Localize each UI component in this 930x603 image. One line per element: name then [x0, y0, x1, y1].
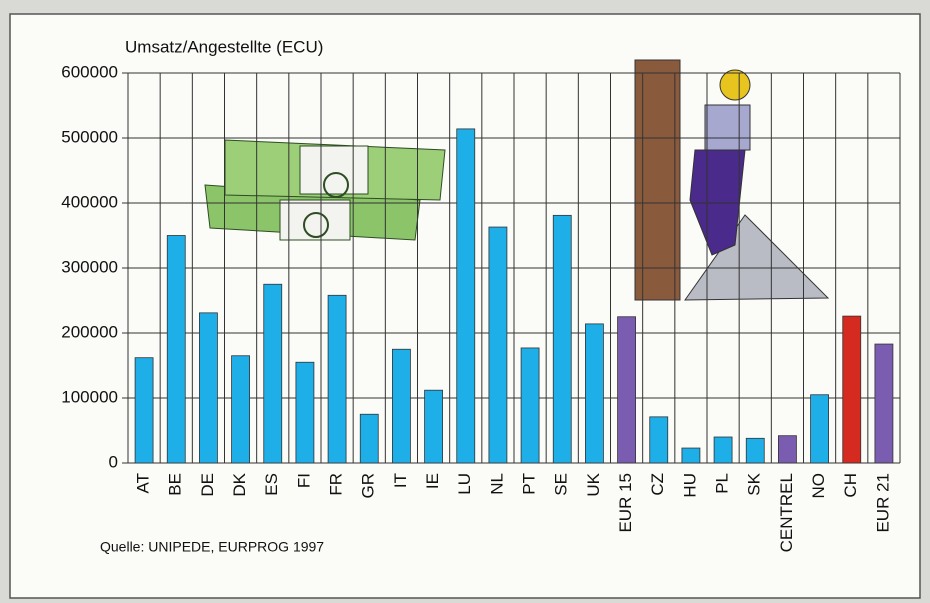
bar	[746, 438, 764, 463]
y-tick-label: 300000	[61, 257, 118, 276]
y-tick-label: 600000	[61, 62, 118, 81]
x-tick-label: NL	[487, 473, 506, 495]
pole	[635, 60, 680, 300]
y-tick-label: 0	[109, 452, 118, 471]
helmet	[720, 70, 750, 100]
bar	[457, 129, 475, 463]
bar	[328, 295, 346, 463]
bar	[682, 448, 700, 463]
y-tick-label: 100000	[61, 387, 118, 406]
bar	[264, 284, 282, 463]
bar	[167, 236, 185, 464]
bar	[232, 356, 250, 463]
source-note: Quelle: UNIPEDE, EURPROG 1997	[100, 539, 324, 555]
money-band	[300, 146, 368, 194]
bar	[811, 395, 829, 463]
worker-illustration	[632, 60, 830, 300]
bar	[296, 362, 314, 463]
x-tick-label: SE	[552, 473, 571, 496]
bar	[875, 344, 893, 463]
bar	[585, 324, 603, 463]
x-tick-label: DK	[230, 472, 249, 496]
bar	[553, 215, 571, 463]
x-tick-label: IE	[423, 473, 442, 489]
bar	[392, 349, 410, 463]
x-tick-label: HU	[680, 473, 699, 498]
bar	[425, 390, 443, 463]
x-tick-label: BE	[166, 473, 185, 496]
bar	[714, 437, 732, 463]
x-tick-label: SK	[745, 472, 764, 495]
y-tick-label: 400000	[61, 192, 118, 211]
x-tick-label: AT	[134, 473, 153, 493]
bar	[199, 313, 217, 463]
y-tick-label: 200000	[61, 322, 118, 341]
x-tick-label: LU	[455, 473, 474, 495]
worker-body	[705, 105, 750, 150]
bar	[618, 317, 636, 463]
x-tick-label: CH	[841, 473, 860, 498]
bar	[650, 417, 668, 463]
x-tick-label: CZ	[648, 473, 667, 496]
x-tick-label: PT	[520, 473, 539, 495]
x-tick-label: NO	[809, 473, 828, 499]
money-illustration	[205, 140, 445, 240]
x-tick-label: PL	[713, 473, 732, 494]
axis-title: Umsatz/Angestellte (ECU)	[125, 37, 323, 56]
bar	[843, 316, 861, 463]
x-tick-label: EUR 15	[616, 473, 635, 533]
x-tick-label: CENTREL	[777, 473, 796, 552]
money-band	[280, 200, 350, 240]
x-tick-label: GR	[359, 473, 378, 499]
x-tick-label: DE	[198, 473, 217, 497]
bar	[135, 358, 153, 463]
x-tick-label: UK	[584, 472, 603, 496]
bar	[360, 414, 378, 463]
page: Umsatz/Angestellte (ECU) Quelle: UNIPEDE…	[0, 0, 930, 603]
bar	[778, 436, 796, 463]
y-tick-label: 500000	[61, 127, 118, 146]
x-tick-label: IT	[391, 473, 410, 488]
x-tick-label: FI	[294, 473, 313, 488]
x-tick-label: FR	[327, 473, 346, 496]
bar	[521, 348, 539, 463]
chart: Umsatz/Angestellte (ECU) Quelle: UNIPEDE…	[0, 0, 930, 603]
x-tick-label: ES	[262, 473, 281, 496]
bar	[489, 227, 507, 463]
x-tick-label: EUR 21	[873, 473, 892, 533]
